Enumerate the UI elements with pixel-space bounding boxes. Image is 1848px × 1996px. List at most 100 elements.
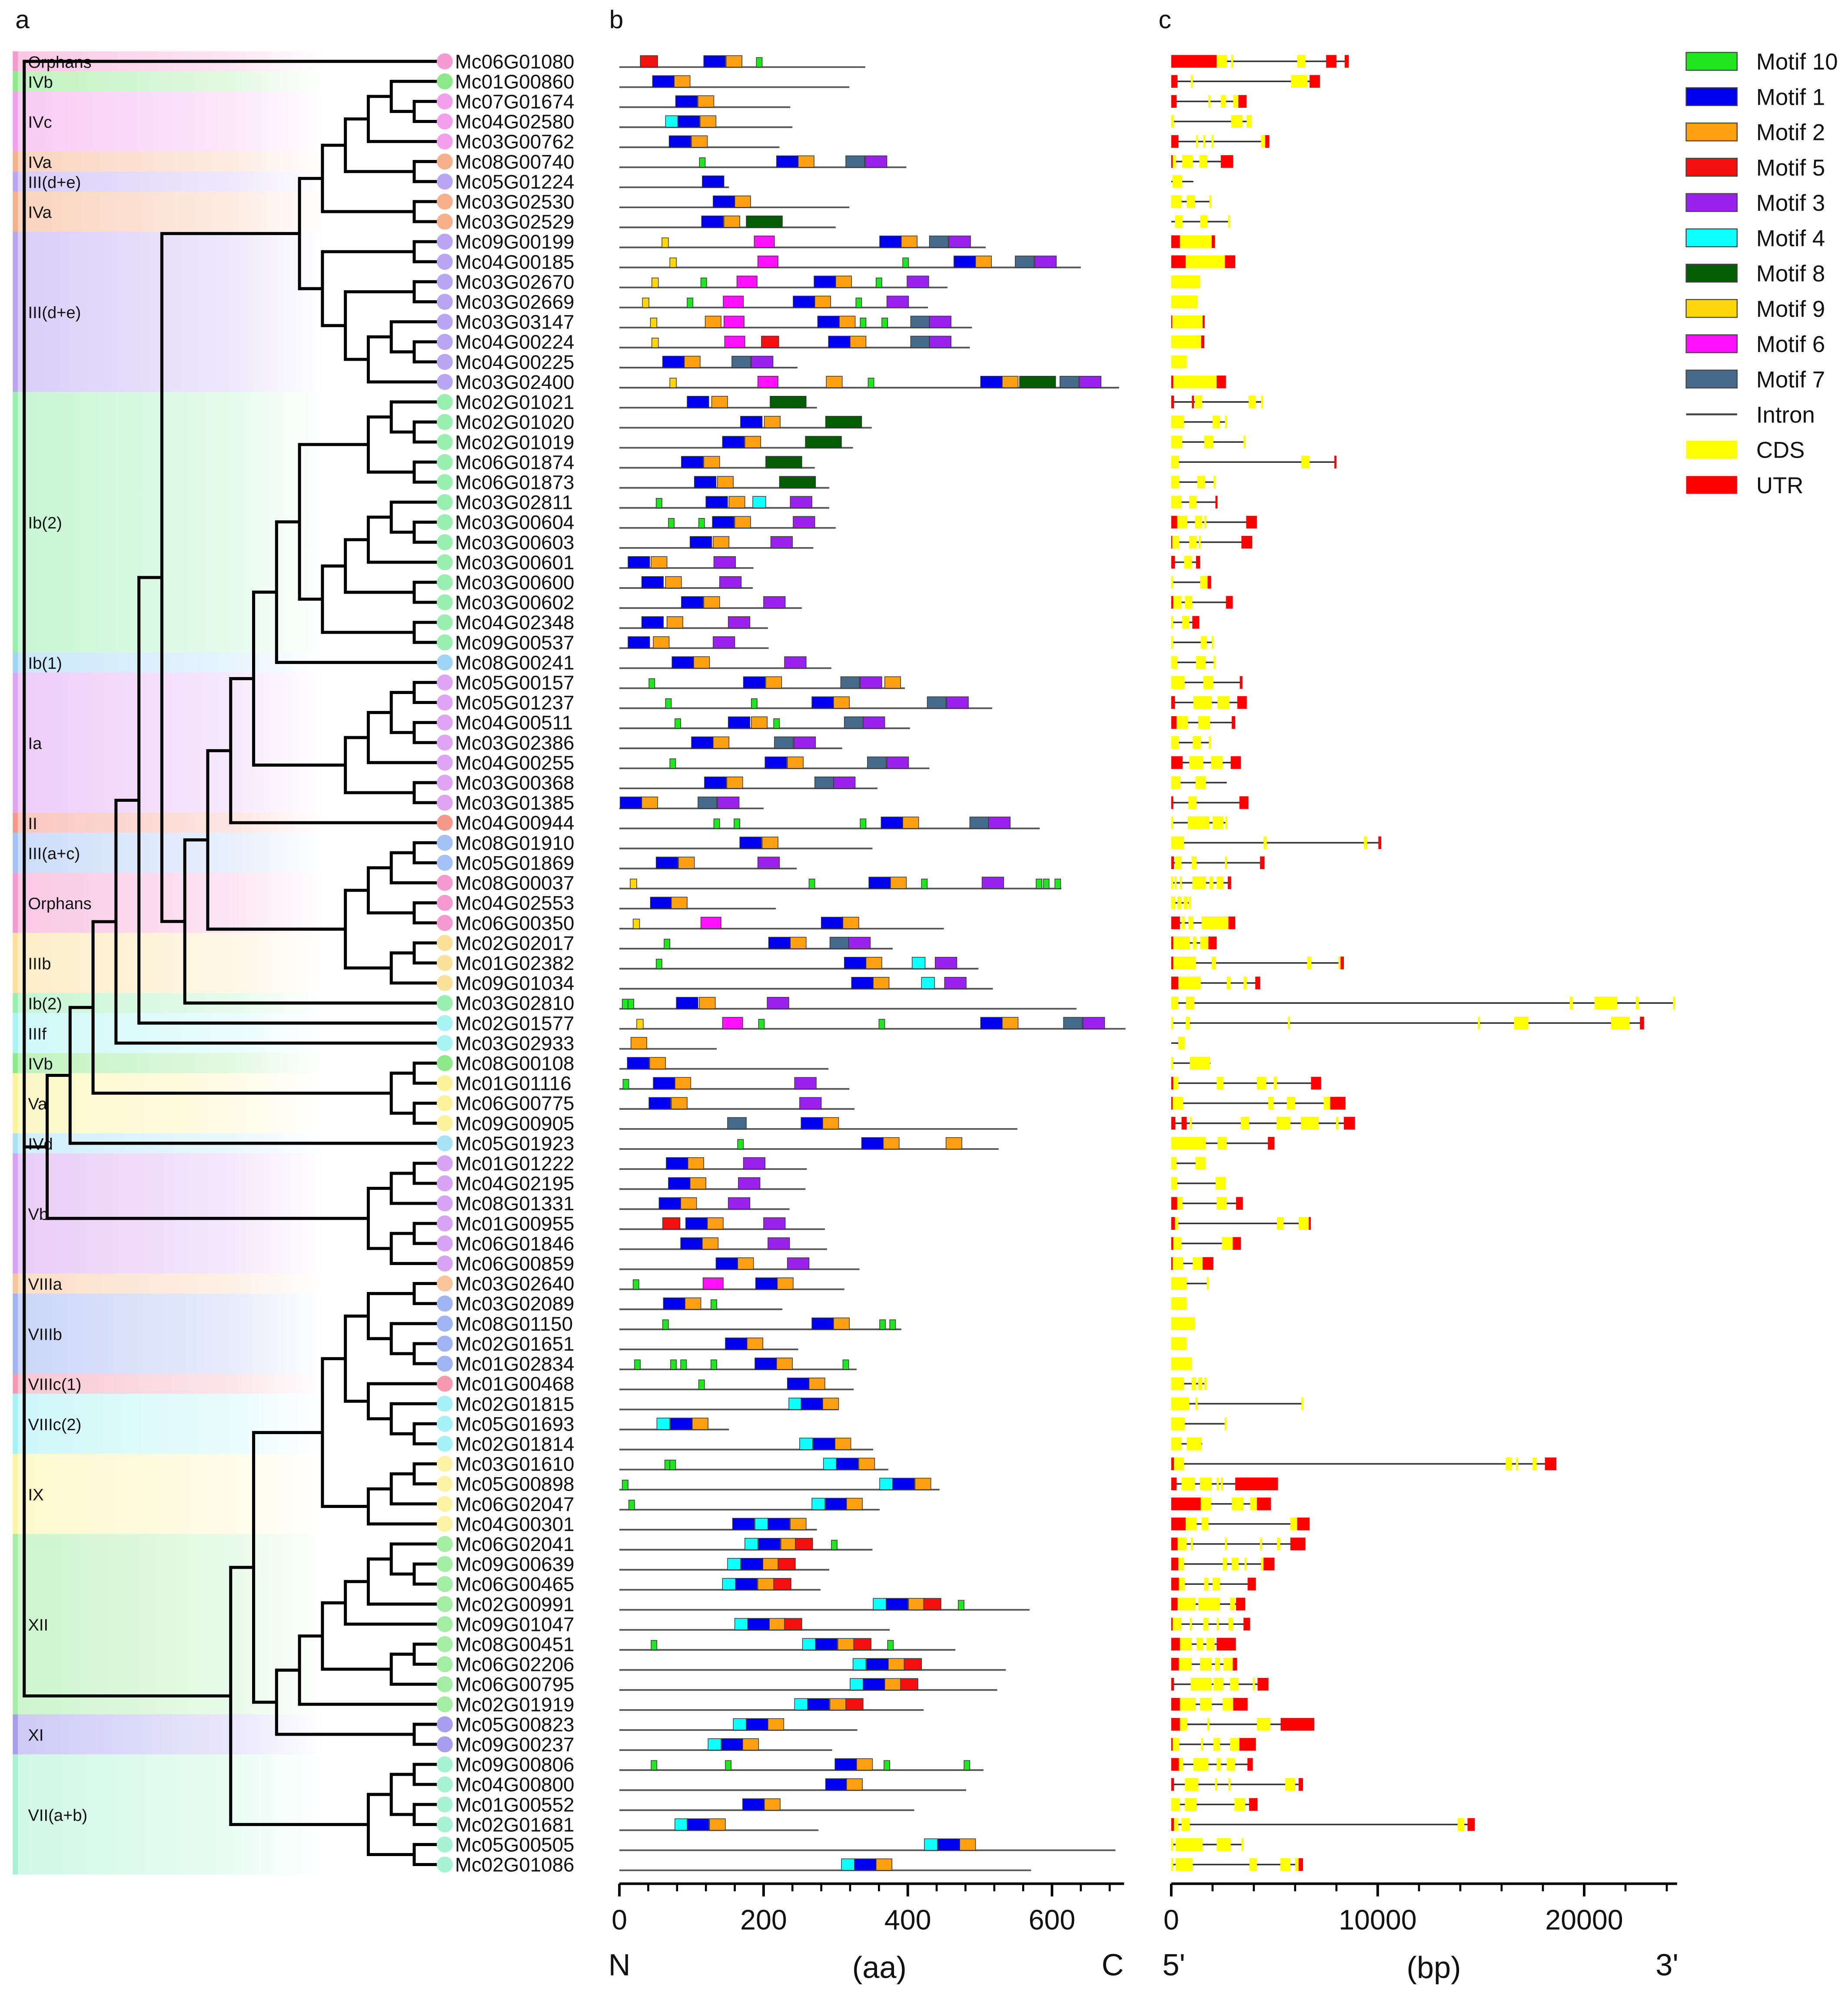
cds-box xyxy=(1185,596,1193,609)
gene-dot xyxy=(436,1355,453,1372)
utr-box xyxy=(1171,976,1179,990)
gene-dot xyxy=(436,1516,453,1532)
cds-box xyxy=(1249,395,1256,408)
gene-structure-row xyxy=(1171,1397,1303,1410)
motif-row xyxy=(619,1358,857,1371)
group-strip xyxy=(13,993,18,1013)
group-label: IVb xyxy=(28,73,53,92)
utr-box xyxy=(1171,1096,1173,1110)
legend-item: Motif 2 xyxy=(1685,120,1825,146)
motif-1-box xyxy=(743,676,765,689)
cds-box xyxy=(1171,355,1187,369)
gene-structure-row xyxy=(1171,1838,1244,1851)
group-strip xyxy=(13,813,18,833)
gene-name: Mc09G00237 xyxy=(455,1734,575,1756)
motif-6-box xyxy=(736,276,758,288)
cds-box xyxy=(1174,876,1177,890)
motif-10-box xyxy=(1054,878,1061,889)
group-label: IVd xyxy=(28,1135,53,1153)
gene-name: Mc02G02017 xyxy=(455,932,575,954)
gene-dot xyxy=(436,1135,453,1152)
gene-structure-row xyxy=(1171,1357,1192,1370)
legend-item: Motif 7 xyxy=(1685,367,1825,392)
cds-box xyxy=(1197,1637,1203,1651)
utr-box xyxy=(1171,1076,1173,1090)
utr-box xyxy=(1192,616,1200,629)
cds-box xyxy=(1232,1498,1244,1511)
utr-box xyxy=(1247,1578,1256,1591)
motif-1-box xyxy=(746,1718,768,1730)
gene-dot xyxy=(436,1115,453,1132)
motif-4-box xyxy=(745,1538,758,1550)
motif-7-box xyxy=(1063,1017,1083,1030)
motif-3-box xyxy=(728,616,751,629)
motif-5-box xyxy=(761,335,779,348)
gene-dot xyxy=(436,173,453,190)
gene-dot xyxy=(436,434,453,450)
gene-structure-row xyxy=(1171,1818,1475,1831)
cds-box xyxy=(1249,1858,1257,1871)
motif-10-box xyxy=(889,1319,896,1330)
utr-box xyxy=(1171,1257,1173,1270)
motif-1-box xyxy=(814,276,836,288)
group-label: Ia xyxy=(28,734,43,753)
motif-1-box xyxy=(653,1077,675,1089)
motif-2-box xyxy=(742,1738,759,1750)
cds-box xyxy=(1190,1677,1212,1691)
cds-box xyxy=(1188,916,1193,930)
cds-box xyxy=(1224,1417,1227,1430)
utr-box xyxy=(1236,1197,1243,1210)
motif-2-box xyxy=(693,656,710,669)
motif-7-box xyxy=(844,716,864,729)
motif-10-box xyxy=(662,1319,669,1330)
group-band xyxy=(18,1073,324,1133)
motif-8-box xyxy=(1019,375,1056,388)
motif-1-box xyxy=(754,1358,777,1370)
gene-dot xyxy=(436,113,453,130)
gene-structure-row xyxy=(1171,1738,1256,1751)
gene-structure-row xyxy=(1171,976,1260,990)
motif-10-box xyxy=(698,1379,705,1390)
tick-label: 600 xyxy=(1029,1904,1076,1936)
cds-box xyxy=(1191,75,1193,88)
cds-box xyxy=(1200,1698,1212,1711)
gene-dot xyxy=(436,1536,453,1552)
motif-row xyxy=(619,1718,858,1731)
utr-box xyxy=(1171,916,1180,930)
motif-1-box xyxy=(793,296,815,308)
gene-structure-row xyxy=(1171,1056,1211,1070)
cds-box xyxy=(1200,1657,1212,1671)
gene-dot xyxy=(436,253,453,270)
motif-row xyxy=(619,1518,817,1531)
legend-label: Motif 5 xyxy=(1756,155,1825,181)
motif-4-box xyxy=(841,1858,855,1871)
motif-row xyxy=(619,857,797,870)
cds-box xyxy=(1179,1578,1185,1591)
gene-structure-row xyxy=(1171,1558,1275,1571)
cds-box xyxy=(1198,716,1210,729)
cds-box xyxy=(1183,896,1188,910)
motif-row xyxy=(619,1798,914,1811)
motif-10-box xyxy=(751,698,758,709)
motif-row xyxy=(619,175,729,188)
motif-row xyxy=(619,355,798,369)
group-label: IIIf xyxy=(28,1025,47,1043)
tick-label: 10000 xyxy=(1339,1904,1416,1936)
motif-row xyxy=(619,516,836,529)
gene-structure-row xyxy=(1171,155,1233,168)
motif-1-box xyxy=(628,556,650,568)
motif-row xyxy=(619,476,829,489)
motif-7-box xyxy=(929,236,949,248)
motif-3-box xyxy=(790,496,812,508)
group-label: IX xyxy=(28,1485,44,1504)
motif-2-box xyxy=(768,1718,784,1730)
cds-box xyxy=(1195,515,1203,529)
gene-structure-row xyxy=(1171,355,1187,369)
motif-2-box xyxy=(665,576,682,588)
motif-2-box xyxy=(717,476,734,488)
utr-box xyxy=(1171,536,1173,549)
cds-box xyxy=(1191,1538,1193,1551)
motif-row xyxy=(619,236,986,249)
motif-2-box xyxy=(834,1438,851,1450)
gene-name: Mc03G02933 xyxy=(455,1032,575,1054)
